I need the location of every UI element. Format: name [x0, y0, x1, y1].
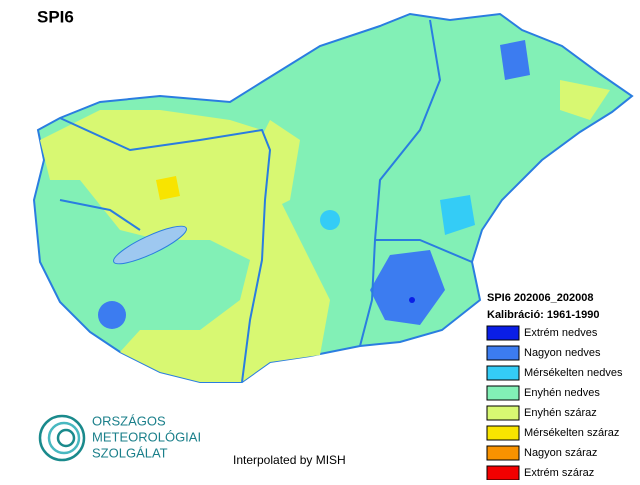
legend-label: Extrém nedves [524, 327, 598, 339]
legend-label: Extrém száraz [524, 467, 594, 479]
logo-line: SZOLGÁLAT [92, 445, 168, 460]
legend-subtitle: Kalibráció: 1961-1990 [487, 309, 600, 321]
legend-label: Enyhén nedves [524, 387, 600, 399]
legend-swatch [486, 385, 520, 401]
legend-label: Nagyon száraz [524, 447, 597, 459]
legend-swatch [486, 465, 520, 481]
legend-swatch [486, 365, 520, 381]
legend-label: Mérsékelten száraz [524, 427, 619, 439]
legend-swatch [486, 325, 520, 341]
legend-items: Extrém nedves Nagyon nedves Mérsékelten ne… [486, 325, 623, 481]
legend-label: Mérsékelten nedves [524, 367, 623, 379]
logo-line: ORSZÁGOS [92, 413, 166, 428]
legend-label: Nagyon nedves [524, 347, 601, 359]
hungary-map [32, 12, 634, 383]
credit: Interpolated by MISH [233, 453, 346, 467]
legend-swatch [486, 425, 520, 441]
legend: SPI6 202006_202008 Kalibráció: 1961-1990… [486, 292, 623, 481]
legend-swatch [486, 345, 520, 361]
map-title: SPI6 [37, 7, 74, 26]
legend-swatch [486, 445, 520, 461]
legend-label: Enyhén száraz [524, 407, 597, 419]
legend-title: SPI6 202006_202008 [487, 292, 593, 304]
legend-swatch [486, 405, 520, 421]
logo-line: METEOROLÓGIAI [92, 429, 201, 444]
logo-icon [38, 414, 86, 462]
